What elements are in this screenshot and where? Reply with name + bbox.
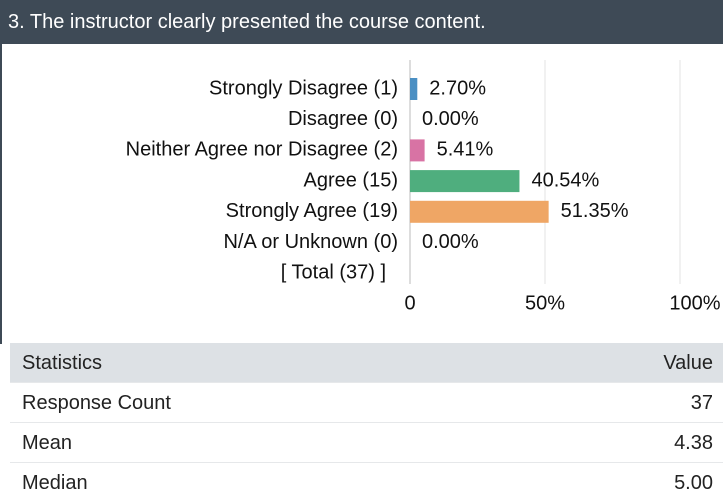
stat-name: Median <box>22 472 88 494</box>
stats-table: Statistics Value Response Count 37 Mean 4.38 M… <box>10 343 723 495</box>
category-label: Agree (15) <box>304 169 399 191</box>
stat-value: 37 <box>690 392 713 414</box>
category-label: Disagree (0) <box>288 108 398 130</box>
column-header: Statistics <box>22 352 103 374</box>
table-header: Statistics Value <box>10 343 723 383</box>
value-label: 51.35% <box>561 200 629 222</box>
column-header: Value <box>663 352 713 374</box>
x-tick-label: 100% <box>669 292 720 314</box>
bar <box>410 139 425 162</box>
stat-value: 4.38 <box>674 432 713 454</box>
table-row: Response Count 37 <box>10 383 723 423</box>
value-label: 0.00% <box>422 108 479 130</box>
x-tick-label: 0 <box>404 292 415 314</box>
x-tick-label: 50% <box>525 292 565 314</box>
bar <box>410 200 549 223</box>
value-label: 40.54% <box>531 169 599 191</box>
value-label: 2.70% <box>429 77 486 99</box>
bar <box>410 170 520 193</box>
table-row: Mean 4.38 <box>10 423 723 463</box>
value-label: 0.00% <box>422 231 479 253</box>
category-label: Strongly Agree (19) <box>226 200 398 222</box>
question-title: 3. The instructor clearly presented the … <box>0 0 723 44</box>
stat-name: Mean <box>22 432 73 454</box>
category-label: N/A or Unknown (0) <box>223 231 398 253</box>
chart: 0 50% 100% Strongly Disagree (1) 2.70% Disagr… <box>126 60 721 314</box>
category-label: Strongly Disagree (1) <box>209 77 398 99</box>
stat-name: Response Count <box>22 392 171 414</box>
bar <box>410 78 418 100</box>
left-border <box>0 44 2 344</box>
total-label: [ Total (37) ] <box>281 261 386 283</box>
stat-value: 5.00 <box>674 472 713 494</box>
category-label: Neither Agree nor Disagree (2) <box>126 139 398 161</box>
table-row: Median 5.00 <box>10 463 723 495</box>
value-label: 5.41% <box>437 139 494 161</box>
